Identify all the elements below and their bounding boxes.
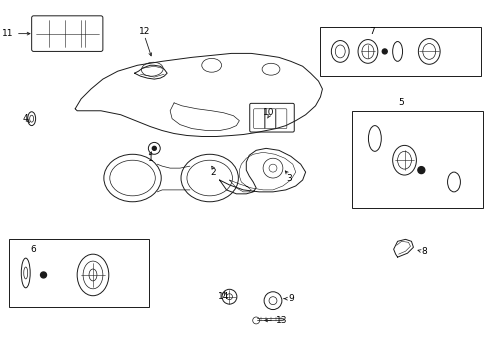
Circle shape: [417, 167, 424, 174]
Text: 12: 12: [139, 27, 150, 36]
Bar: [320, 27, 480, 76]
Text: 1: 1: [147, 154, 153, 163]
Text: 10: 10: [263, 108, 274, 117]
Text: 9: 9: [288, 294, 294, 303]
Text: 3: 3: [285, 174, 291, 183]
Text: 4: 4: [23, 114, 28, 123]
Text: 2: 2: [210, 168, 216, 177]
Text: 6: 6: [31, 245, 37, 254]
Bar: [351, 111, 482, 208]
Text: 14: 14: [217, 292, 229, 301]
Text: 11: 11: [2, 29, 14, 38]
Bar: [9, 239, 149, 307]
Circle shape: [41, 272, 46, 278]
Text: 8: 8: [421, 247, 426, 256]
Text: 5: 5: [398, 98, 404, 107]
Circle shape: [152, 147, 156, 150]
Text: 7: 7: [368, 27, 374, 36]
Text: 13: 13: [275, 316, 287, 325]
Circle shape: [382, 49, 386, 54]
